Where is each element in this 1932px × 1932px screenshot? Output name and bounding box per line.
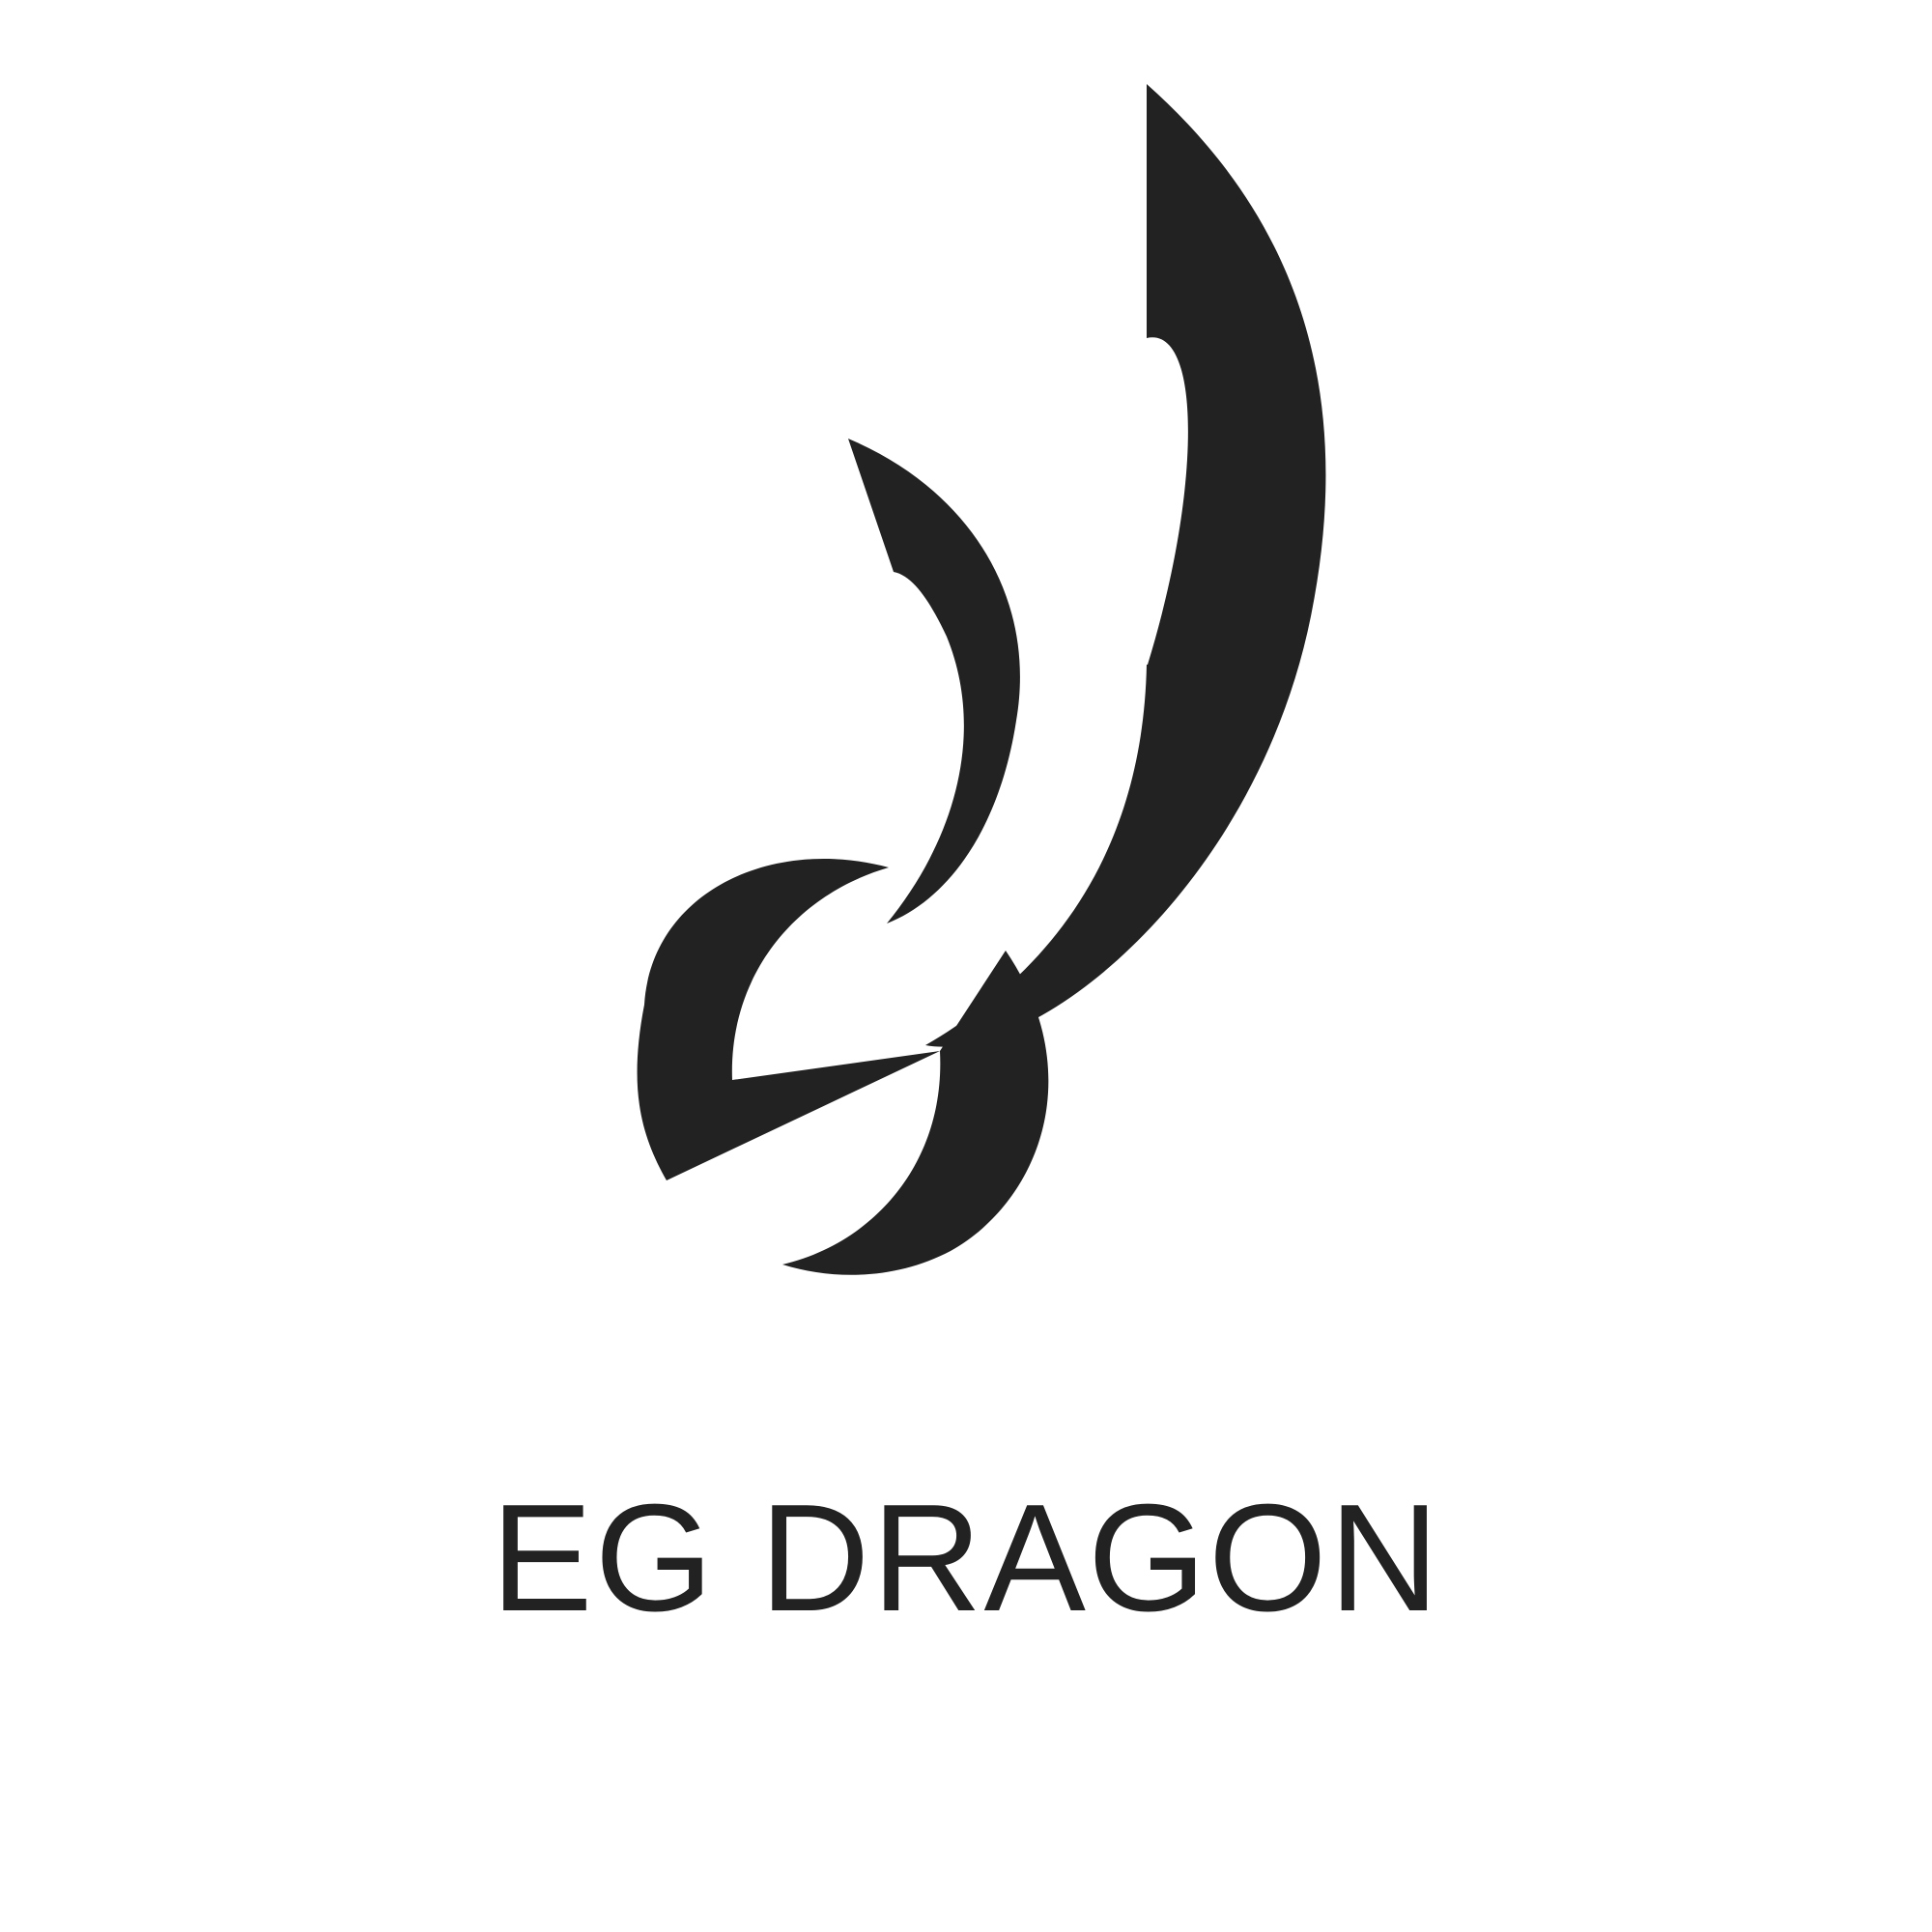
dragon-wing-large-shape	[925, 84, 1326, 1047]
brand-name: EG DRAGON	[491, 1473, 1441, 1643]
dragon-crescent-small	[848, 439, 1020, 923]
dragon-body-upper	[637, 858, 940, 1180]
dragon-body-lower	[782, 951, 1049, 1275]
